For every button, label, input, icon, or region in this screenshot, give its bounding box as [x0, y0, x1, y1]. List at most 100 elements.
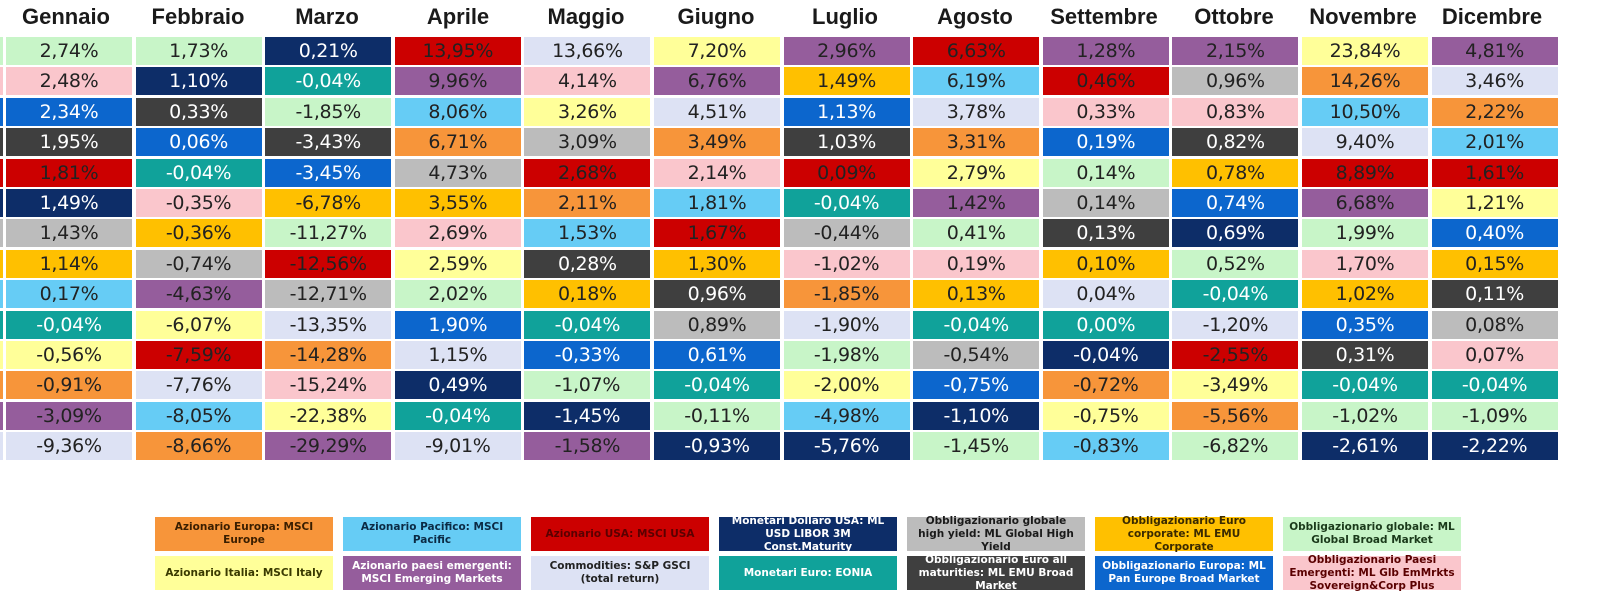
- return-cell: 2,96%: [783, 37, 910, 65]
- return-cell: 1,61%: [1431, 158, 1558, 187]
- return-cell: 0,14%: [1042, 189, 1169, 217]
- return-cell: -0,04%: [265, 67, 392, 96]
- return-cell: 4,73%: [394, 158, 521, 187]
- return-cell: -0,33%: [524, 341, 651, 369]
- return-cell: -0,04%: [913, 310, 1040, 339]
- return-cell: 0,41%: [913, 219, 1040, 248]
- return-cell: 2,69%: [394, 219, 521, 248]
- return-cell: -2,00%: [783, 371, 910, 400]
- legend-item: Azionario USA: MSCI USA: [531, 517, 709, 551]
- return-cell: 8,89%: [1302, 158, 1428, 187]
- return-cell: 2,02%: [394, 280, 521, 309]
- return-cell: 1,02%: [1302, 280, 1428, 309]
- return-cell: -0,04%: [1042, 341, 1169, 369]
- return-cell: 0,82%: [1172, 128, 1299, 157]
- return-cell: -0,35%: [135, 189, 262, 217]
- return-cell: 1,90%: [394, 310, 521, 339]
- return-cell: -0,75%: [1042, 401, 1169, 430]
- row-edge-marker: [0, 371, 3, 400]
- month-header: Maggio: [547, 4, 625, 29]
- return-cell: 0,00%: [1042, 310, 1169, 339]
- legend-item: Monetari Euro: EONIA: [719, 556, 897, 590]
- legend-item: Azionario paesi emergenti: MSCI Emerging…: [343, 556, 521, 590]
- legend-item: Obbligazionario Europa: ML Pan Europe Br…: [1095, 556, 1273, 590]
- return-cell: -1,98%: [783, 341, 910, 369]
- return-cell: -8,05%: [135, 401, 262, 430]
- return-cell: 0,04%: [1042, 280, 1169, 309]
- return-cell: 1,99%: [1302, 219, 1428, 248]
- return-cell: 1,21%: [1431, 189, 1558, 217]
- return-cell: -3,09%: [6, 401, 132, 430]
- return-cell: 23,84%: [1302, 37, 1428, 65]
- legend-item: Commodities: S&P GSCI (total return): [531, 556, 709, 590]
- return-cell: 0,07%: [1431, 341, 1558, 369]
- return-cell: 4,81%: [1431, 37, 1558, 65]
- return-cell: -0,83%: [1042, 432, 1169, 461]
- return-cell: -2,55%: [1172, 341, 1299, 369]
- legend-item: Azionario Italia: MSCI Italy: [155, 556, 333, 590]
- return-cell: 2,14%: [654, 158, 780, 187]
- return-cell: 0,78%: [1172, 158, 1299, 187]
- month-header: Luglio: [812, 4, 878, 29]
- return-cell: 8,06%: [394, 97, 521, 126]
- return-cell: 1,67%: [654, 219, 780, 248]
- return-cell: -0,54%: [913, 341, 1040, 369]
- return-cell: 1,81%: [654, 189, 780, 217]
- return-cell: 0,35%: [1302, 310, 1428, 339]
- legend-item: Obbligazionario Euro all maturities: ML …: [907, 554, 1085, 592]
- return-cell: 0,13%: [1042, 219, 1169, 248]
- return-cell: -0,72%: [1042, 371, 1169, 400]
- return-cell: -1,02%: [1302, 401, 1428, 430]
- return-cell: 0,19%: [913, 249, 1040, 278]
- row-edge-marker: [0, 189, 3, 217]
- return-cell: -1,85%: [265, 97, 392, 126]
- return-cell: 0,18%: [524, 280, 651, 309]
- return-cell: 0,14%: [1042, 158, 1169, 187]
- return-cell: 14,26%: [1302, 67, 1428, 96]
- row-edge-marker: [0, 341, 3, 369]
- return-cell: 2,48%: [6, 67, 132, 96]
- row-edge-marker: [0, 280, 3, 309]
- return-cell: 1,49%: [783, 67, 910, 96]
- return-cell: 0,89%: [654, 310, 780, 339]
- return-cell: 1,43%: [6, 219, 132, 248]
- return-cell: -1,90%: [783, 310, 910, 339]
- return-cell: -0,44%: [783, 219, 910, 248]
- legend-item: Obbligazionario Paesi Emergenti: ML Glb …: [1283, 554, 1461, 592]
- return-cell: -0,04%: [394, 401, 521, 430]
- return-cell: -0,04%: [1431, 371, 1558, 400]
- row-edge-marker: [0, 219, 3, 248]
- return-cell: -0,56%: [6, 341, 132, 369]
- month-header: Gennaio: [21, 4, 110, 29]
- month-header: Febbraio: [151, 4, 245, 29]
- return-cell: 3,09%: [524, 128, 651, 157]
- return-cell: -12,56%: [265, 249, 392, 278]
- return-cell: 0,96%: [1172, 67, 1299, 96]
- return-cell: 6,68%: [1302, 189, 1428, 217]
- month-header: Agosto: [937, 4, 1013, 29]
- legend-item: Azionario Pacifico: MSCI Pacific: [343, 517, 521, 551]
- returns-table: Gennaio Febbraio Marzo Aprile Maggio Giugno Lu…: [0, 4, 1558, 461]
- return-cell: 4,51%: [654, 97, 780, 126]
- return-cell: -0,04%: [783, 189, 910, 217]
- return-cell: 2,11%: [524, 189, 651, 217]
- return-cell: 0,46%: [1042, 67, 1169, 96]
- return-cell: 2,34%: [6, 97, 132, 126]
- return-cell: 0,33%: [135, 97, 262, 126]
- row-edge-marker: [0, 97, 3, 126]
- row-edge-marker: [0, 401, 3, 430]
- return-cell: 0,74%: [1172, 189, 1299, 217]
- return-cell: 9,96%: [394, 67, 521, 96]
- month-header: Dicembre: [1441, 4, 1543, 29]
- row-edge-marker: [0, 249, 3, 278]
- return-cell: -0,04%: [524, 310, 651, 339]
- legend-item: Obbligazionario globale high yield: ML G…: [907, 515, 1085, 553]
- return-cell: -15,24%: [265, 371, 392, 400]
- return-cell: -1,85%: [783, 280, 910, 309]
- return-cell: 13,66%: [524, 37, 651, 65]
- return-cell: -0,04%: [654, 371, 780, 400]
- return-cell: 1,13%: [783, 97, 910, 126]
- return-cell: 0,40%: [1431, 219, 1558, 248]
- return-cell: -9,36%: [6, 432, 132, 461]
- return-cell: -5,56%: [1172, 401, 1299, 430]
